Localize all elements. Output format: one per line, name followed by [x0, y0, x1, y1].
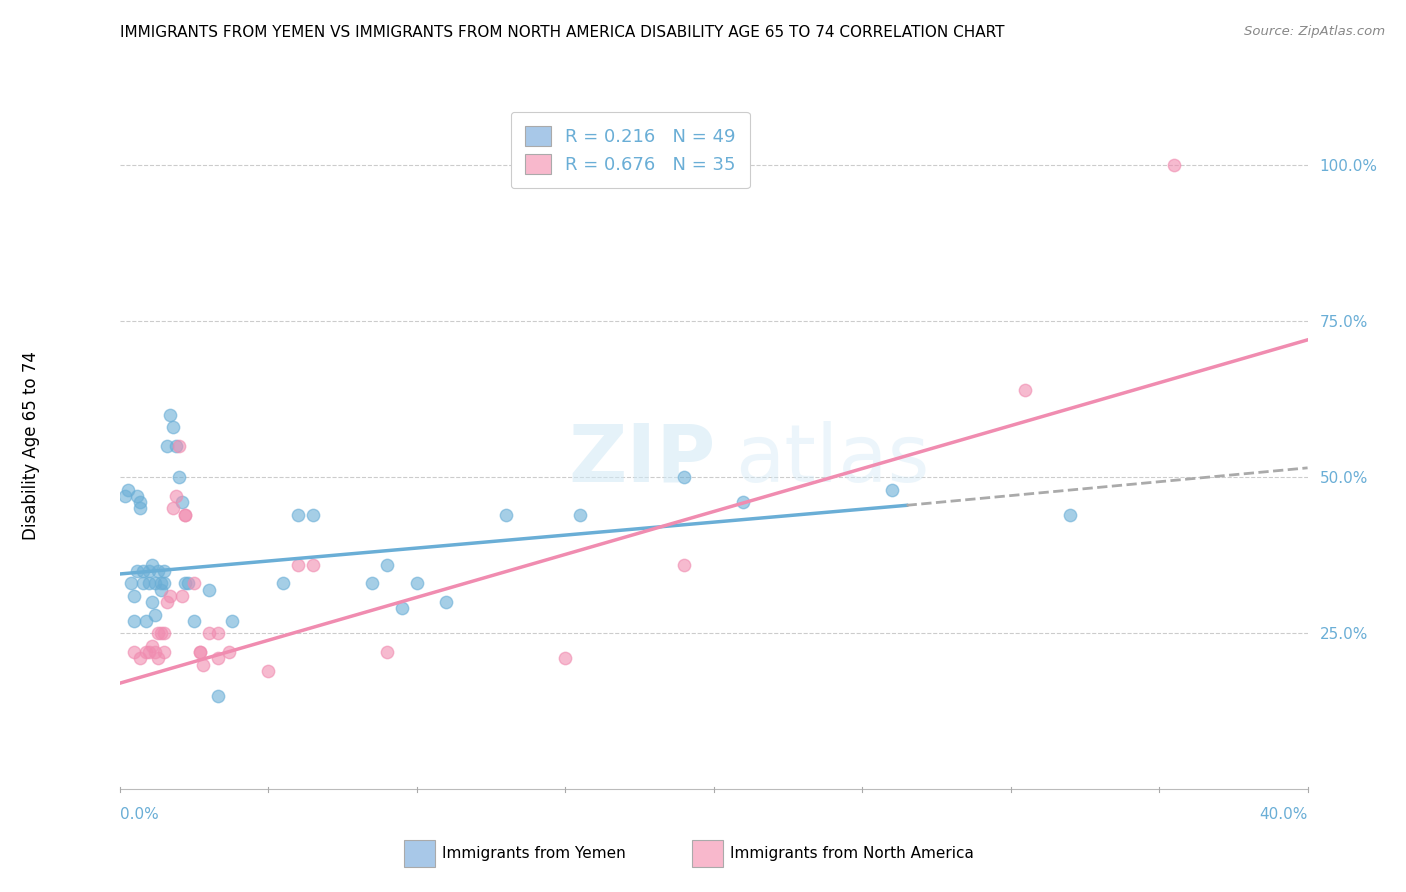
Point	[153, 576, 176, 591]
Point	[156, 439, 179, 453]
Point	[146, 626, 169, 640]
Point	[150, 576, 173, 591]
Point	[146, 564, 169, 578]
Point	[405, 576, 427, 591]
Point	[127, 564, 149, 578]
Point	[156, 595, 179, 609]
Text: Source: ZipAtlas.com: Source: ZipAtlas.com	[1244, 25, 1385, 38]
Point	[162, 420, 184, 434]
Point	[173, 508, 195, 522]
Point	[165, 489, 187, 503]
Point	[159, 408, 181, 422]
Text: atlas: atlas	[735, 421, 929, 499]
Point	[165, 439, 187, 453]
Point	[135, 645, 157, 659]
Point	[197, 626, 219, 640]
Text: IMMIGRANTS FROM YEMEN VS IMMIGRANTS FROM NORTH AMERICA DISABILITY AGE 65 TO 74 C: IMMIGRANTS FROM YEMEN VS IMMIGRANTS FROM…	[120, 25, 1004, 40]
Legend: R = 0.216   N = 49, R = 0.676   N = 35: R = 0.216 N = 49, R = 0.676 N = 35	[510, 112, 749, 188]
Point	[191, 657, 214, 672]
Point	[391, 601, 413, 615]
Point	[124, 645, 146, 659]
Point	[173, 508, 195, 522]
Point	[672, 558, 695, 572]
Point	[138, 645, 160, 659]
Point	[197, 582, 219, 597]
Point	[138, 564, 160, 578]
Text: 40.0%: 40.0%	[1260, 807, 1308, 822]
Point	[114, 489, 136, 503]
Point	[733, 495, 755, 509]
Text: Disability Age 65 to 74: Disability Age 65 to 74	[22, 351, 39, 541]
Point	[301, 508, 323, 522]
Point	[132, 564, 155, 578]
Point	[153, 645, 176, 659]
Point	[672, 470, 695, 484]
Text: Immigrants from Yemen: Immigrants from Yemen	[441, 847, 626, 861]
Point	[129, 501, 152, 516]
Point	[143, 607, 166, 622]
Point	[495, 508, 517, 522]
Point	[434, 595, 457, 609]
Point	[150, 626, 173, 640]
Point	[287, 558, 309, 572]
Point	[207, 689, 229, 703]
Point	[207, 651, 229, 665]
Point	[207, 626, 229, 640]
Point	[124, 614, 146, 628]
Point	[143, 645, 166, 659]
Point	[218, 645, 240, 659]
Point	[150, 582, 173, 597]
Point	[141, 639, 163, 653]
Point	[568, 508, 591, 522]
Point	[170, 589, 193, 603]
Point	[167, 470, 190, 484]
Point	[129, 495, 152, 509]
Point	[153, 564, 176, 578]
Point	[554, 651, 576, 665]
Text: ZIP: ZIP	[568, 421, 716, 499]
Point	[188, 645, 211, 659]
Point	[135, 614, 157, 628]
Point	[183, 576, 205, 591]
Point	[301, 558, 323, 572]
Point	[1059, 508, 1081, 522]
Point	[129, 651, 152, 665]
Point	[167, 439, 190, 453]
Point	[143, 576, 166, 591]
Point	[361, 576, 384, 591]
Point	[153, 626, 176, 640]
Point	[221, 614, 243, 628]
Point	[188, 645, 211, 659]
Point	[159, 589, 181, 603]
Point	[880, 483, 903, 497]
Point	[146, 651, 169, 665]
Point	[271, 576, 294, 591]
Point	[124, 589, 146, 603]
Point	[173, 576, 195, 591]
Point	[287, 508, 309, 522]
Point	[1163, 158, 1185, 172]
Text: 0.0%: 0.0%	[120, 807, 159, 822]
Point	[375, 645, 398, 659]
Point	[183, 614, 205, 628]
Point	[138, 576, 160, 591]
Point	[375, 558, 398, 572]
Point	[141, 558, 163, 572]
Point	[177, 576, 200, 591]
Text: Immigrants from North America: Immigrants from North America	[731, 847, 974, 861]
Point	[132, 576, 155, 591]
Point	[170, 495, 193, 509]
Point	[257, 664, 280, 678]
Point	[162, 501, 184, 516]
Point	[117, 483, 139, 497]
Point	[141, 595, 163, 609]
Point	[120, 576, 142, 591]
Point	[1014, 383, 1036, 397]
Point	[127, 489, 149, 503]
